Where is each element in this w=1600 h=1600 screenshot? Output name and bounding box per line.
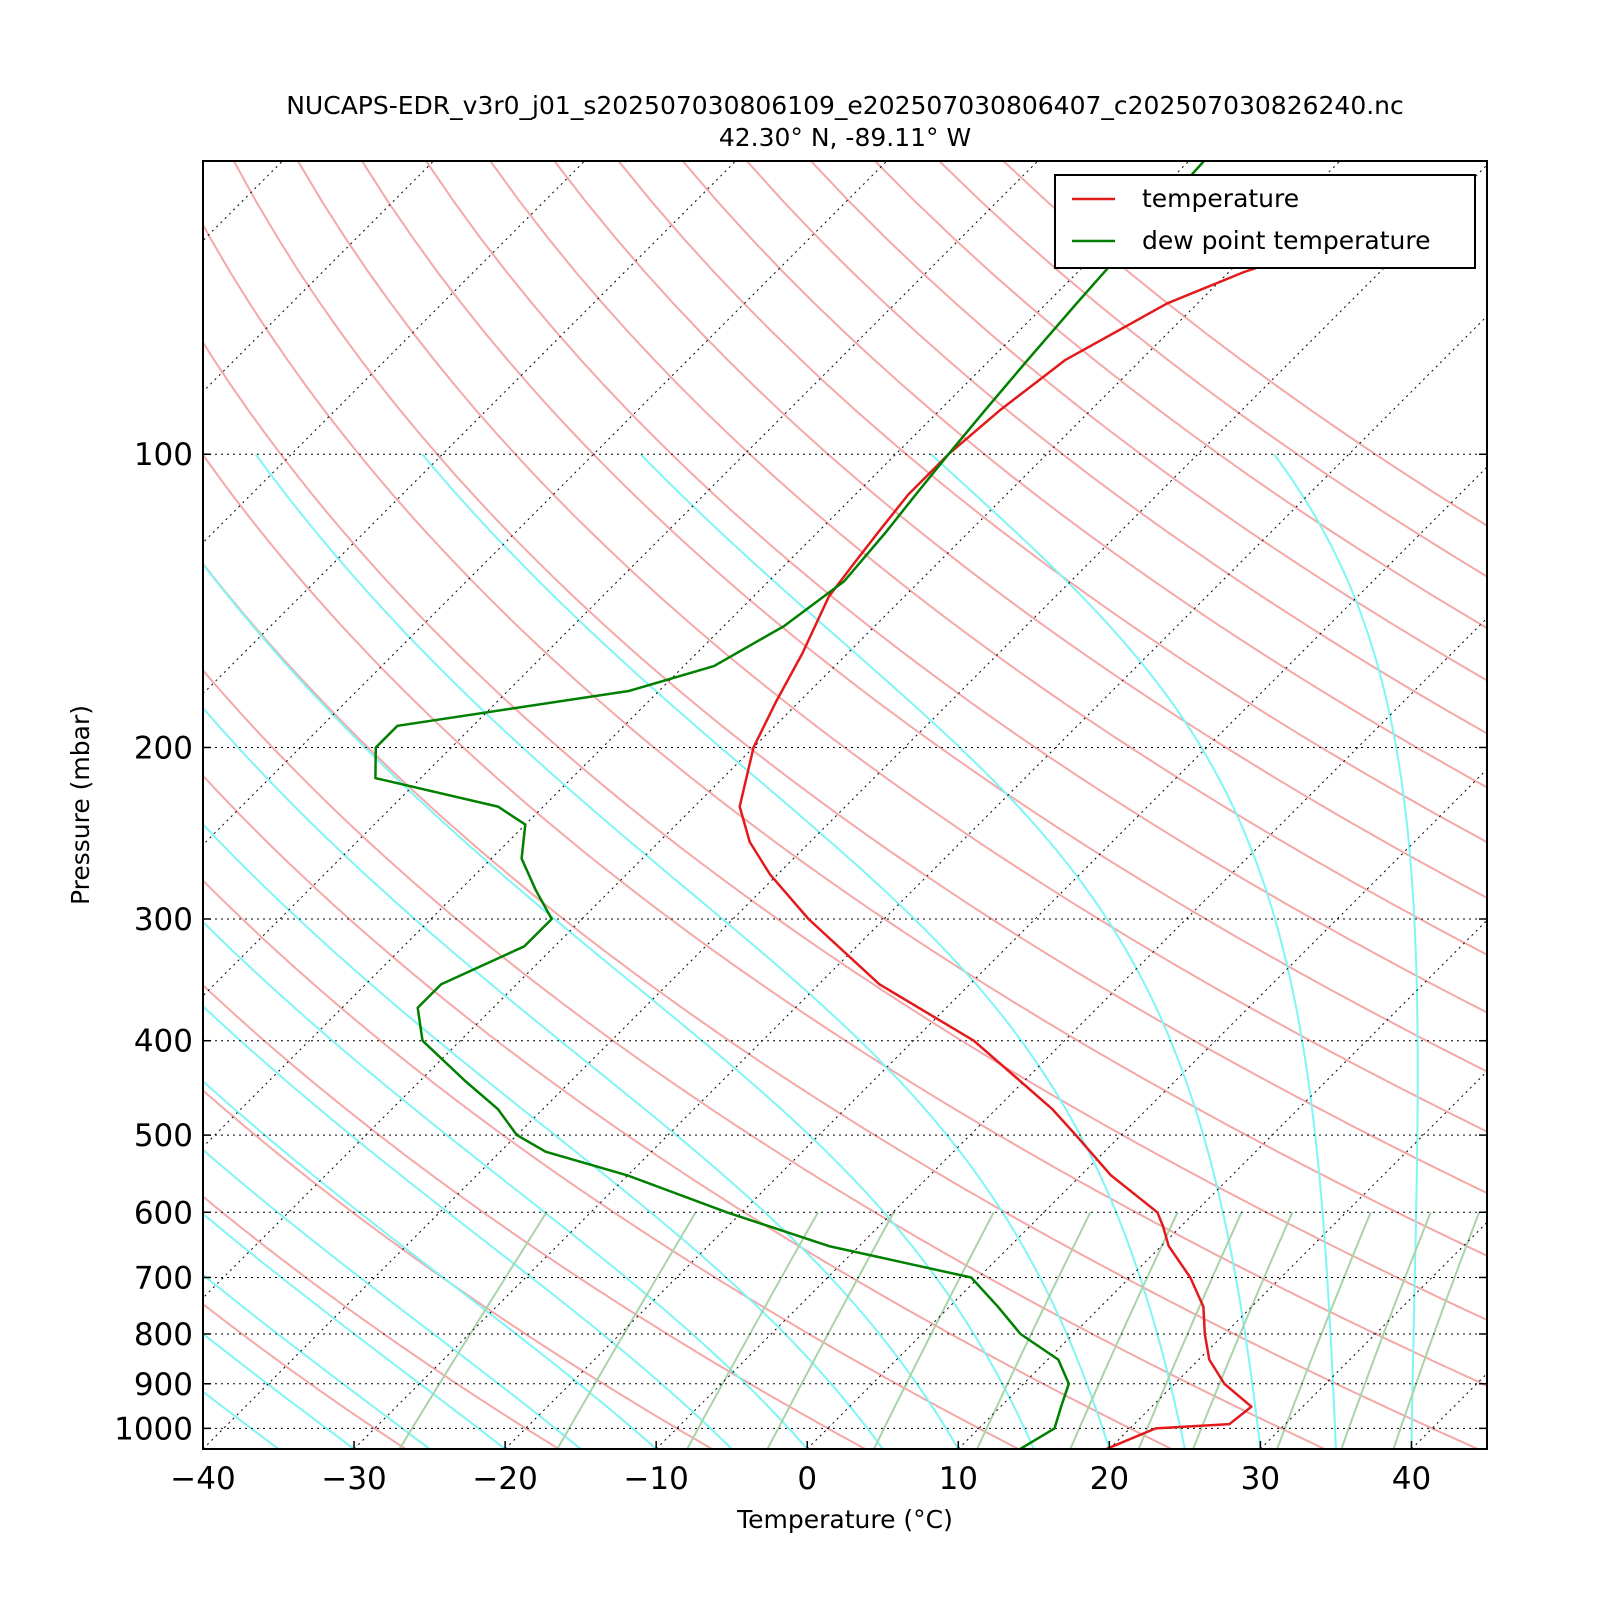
dry-adiabat [1002, 161, 1487, 527]
mixing-ratio-line [1340, 1211, 1432, 1449]
legend-box [1054, 174, 1476, 269]
mixing-ratio-line [686, 1211, 819, 1449]
dry-adiabat [361, 161, 1487, 1073]
legend: temperature dew point temperature [1054, 174, 1476, 269]
dry-adiabat [203, 1302, 407, 1449]
moist-adiabat [203, 1148, 582, 1449]
dry-adiabat [232, 161, 1487, 1195]
dry-adiabat [203, 1089, 713, 1449]
moist-adiabat [203, 1273, 431, 1449]
x-tick-label: −10 [623, 1461, 688, 1497]
moist-adiabat [203, 1212, 506, 1449]
moist-adiabat [203, 920, 808, 1449]
isotherm-line [203, 164, 1487, 1449]
y-tick-label: 700 [134, 1260, 193, 1296]
isobar-grid [203, 453, 1487, 1429]
dry-adiabat [297, 161, 1487, 1133]
dry-adiabat [203, 774, 1173, 1449]
legend-label-dew-point: dew point temperature [1142, 226, 1431, 255]
moist-adiabat [203, 562, 1035, 1449]
isotherm-line [957, 919, 1487, 1449]
moist-adiabat [421, 453, 1186, 1449]
dry-adiabat [203, 983, 866, 1449]
y-tick-label: 1000 [114, 1411, 193, 1447]
dry-adiabat [617, 161, 1487, 844]
mixing-ratio-line [873, 1211, 995, 1449]
mixing-ratio-line [556, 1211, 697, 1449]
y-tick-label: 300 [134, 902, 193, 938]
x-tick-label: 10 [939, 1461, 978, 1497]
isotherm-line [1563, 161, 1600, 1449]
dry-adiabat [553, 161, 1487, 900]
dry-adiabat [203, 222, 1487, 1257]
dry-adiabat [203, 879, 1019, 1449]
chart-subtitle: 42.30° N, -89.11° W [719, 123, 971, 152]
x-tick-label: 0 [797, 1461, 817, 1497]
x-tick-label: −40 [170, 1461, 235, 1497]
plot-frame [202, 160, 1488, 1450]
moist-adiabat [203, 1447, 204, 1449]
isotherm-line [655, 617, 1487, 1449]
moist-adiabat [203, 823, 884, 1449]
y-tick-label: 600 [134, 1195, 193, 1231]
moist-adiabat [203, 1004, 733, 1449]
y-tick-label: 900 [134, 1367, 193, 1403]
series-line-0 [738, 236, 1347, 1449]
moist-adiabat [203, 1390, 280, 1449]
isotherm-line [203, 161, 1190, 1148]
dry-adiabat [425, 161, 1487, 1014]
mixing-ratio-line [1392, 1211, 1481, 1449]
axis-ticks: −40 −30 −20 −10 0 10 20 30 40 100 200 300 400 500 600 7… [114, 437, 1487, 1497]
moist-adiabat [639, 453, 1262, 1449]
y-tick-label: 100 [134, 437, 193, 473]
dry-adiabat [203, 562, 1479, 1449]
moist-adiabat [930, 453, 1337, 1449]
x-tick-label: −30 [321, 1461, 386, 1497]
y-tick-label: 200 [134, 730, 193, 766]
dry-adiabat [489, 161, 1487, 956]
y-axis-label: Pressure (mbar) [66, 705, 95, 905]
dry-adiabat [203, 453, 1487, 1387]
isotherm-line [1411, 1372, 1487, 1449]
x-tick-label: 20 [1090, 1461, 1129, 1497]
background-lines [0, 161, 1600, 1449]
mixing-ratio-line [976, 1211, 1092, 1449]
x-tick-label: 30 [1241, 1461, 1280, 1497]
isotherm-line [203, 161, 737, 695]
data-series [374, 161, 1347, 1449]
moist-adiabat [0, 454, 128, 1449]
isotherm-line [203, 161, 1341, 1299]
y-tick-label: 400 [134, 1024, 193, 1060]
moist-adiabat [203, 706, 960, 1449]
mixing-ratio-line [398, 1211, 548, 1449]
dry-adiabat [203, 668, 1326, 1449]
mixing-ratio-line [766, 1211, 895, 1449]
x-tick-label: 40 [1392, 1461, 1431, 1497]
mixing-ratio-line [1137, 1211, 1243, 1449]
moist-adiabat [203, 1080, 657, 1449]
dry-adiabat [681, 161, 1487, 789]
dry-adiabat [810, 161, 1487, 682]
moist-adiabat [1273, 453, 1419, 1449]
mixing-ratio-line [1192, 1211, 1294, 1449]
y-tick-label: 500 [134, 1118, 193, 1154]
isotherm-line [1260, 1221, 1487, 1449]
mixing-ratio-line [1276, 1211, 1372, 1449]
moist-adiabat [203, 1332, 355, 1449]
dry-adiabat [938, 161, 1487, 578]
isotherm-line [806, 768, 1487, 1449]
x-tick-label: −20 [472, 1461, 537, 1497]
mixing-ratio-line [1069, 1211, 1179, 1449]
series-line-1 [374, 161, 1205, 1449]
moist-adiabat [1486, 1431, 1487, 1449]
x-axis-label: Temperature (°C) [736, 1505, 953, 1534]
dry-adiabat [874, 161, 1487, 630]
dry-adiabat [203, 340, 1487, 1322]
isotherm-line [203, 161, 888, 846]
chart-title: NUCAPS-EDR_v3r0_j01_s202507030806109_e20… [286, 91, 1404, 120]
moist-adiabat [254, 453, 1111, 1449]
legend-label-temperature: temperature [1142, 184, 1299, 213]
y-tick-label: 800 [134, 1317, 193, 1353]
